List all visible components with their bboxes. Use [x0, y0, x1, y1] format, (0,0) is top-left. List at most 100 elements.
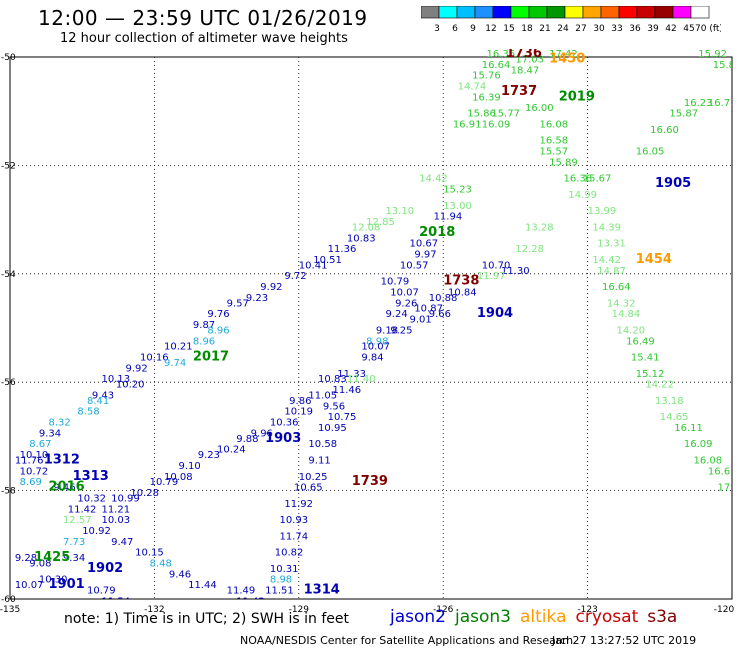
- wave-height-value: 9.18: [376, 325, 398, 336]
- wave-height-value: 14.20: [616, 325, 645, 336]
- wave-height-value: 10.75: [328, 412, 357, 423]
- wave-height-value: 12.08: [352, 222, 381, 233]
- wave-height-value: 16.09: [482, 119, 511, 130]
- x-tick-label: -126: [433, 605, 454, 615]
- wave-height-value: 14.87: [597, 266, 626, 277]
- wave-height-value: 10.79: [87, 586, 116, 597]
- wave-height-value: 14.42: [592, 255, 621, 266]
- pass-number-label: 1901: [49, 577, 85, 592]
- pass-number-label: 2018: [419, 225, 455, 240]
- wave-height-value: 9.92: [126, 363, 148, 374]
- y-tick-label: -52: [1, 161, 16, 171]
- wave-height-value: 14.65: [660, 412, 689, 423]
- wave-height-value: 17.42: [549, 49, 578, 60]
- colorbar-label: 18: [521, 24, 533, 34]
- footnote: note: 1) Time is in UTC; 2) SWH is in fe…: [64, 611, 350, 627]
- wave-height-value: 8.98: [270, 575, 292, 586]
- wave-height-value: 9.87: [193, 320, 215, 331]
- wave-height-value: 16.36: [487, 49, 516, 60]
- wave-height-value: 13.00: [443, 201, 472, 212]
- wave-height-value: 9.34: [63, 553, 85, 564]
- wave-height-value: 10.92: [82, 526, 111, 537]
- wave-height-value: 8.98: [366, 336, 388, 347]
- legend-item-s3a: s3a: [647, 607, 678, 627]
- wave-height-value: 7.73: [63, 537, 85, 548]
- wave-height-value: 10.87: [414, 304, 443, 315]
- colorbar-label: 6: [452, 24, 458, 34]
- wave-height-value: 16.64: [482, 60, 511, 71]
- wave-height-value: 16.36: [564, 174, 593, 185]
- wave-height-value: 14.74: [458, 82, 487, 93]
- wave-height-value: 15.67: [583, 174, 612, 185]
- wave-height-value: 11.21: [101, 504, 130, 515]
- wave-height-value: 10.07: [361, 342, 390, 353]
- wave-height-value: 13.99: [588, 206, 617, 217]
- wave-height-value: 11.54: [101, 596, 130, 607]
- wave-height-value: 16.05: [636, 147, 665, 158]
- wave-height-value: 15.57: [539, 147, 568, 158]
- pass-number-label: 2019: [559, 89, 595, 104]
- wave-height-value: 11.33: [337, 369, 366, 380]
- wave-height-value: 14.84: [612, 309, 641, 320]
- wave-height-value: 9.66: [429, 309, 451, 320]
- wave-height-value: 10.31: [270, 564, 299, 575]
- colorbar-label: 9: [470, 24, 476, 34]
- wave-height-value: 9.96: [251, 428, 273, 439]
- wave-height-value: 18.47: [511, 65, 540, 76]
- wave-height-value: 9.84: [361, 353, 383, 364]
- legend-item-jason3: jason3: [455, 607, 511, 627]
- pass-number-label: 2017: [193, 350, 229, 365]
- wave-height-value: 9.46: [169, 569, 191, 580]
- satellite-legend: jason2 jason3 altika cryosat s3a: [390, 607, 686, 627]
- wave-height-value: 16.11: [674, 423, 703, 434]
- wave-height-value: 10.36: [270, 418, 299, 429]
- wave-height-value: 10.21: [164, 342, 193, 353]
- wave-height-value: 8.58: [77, 407, 99, 418]
- wave-height-value: 10.72: [20, 466, 49, 477]
- wave-height-value: 15.23: [443, 185, 472, 196]
- colorbar-label: 42: [665, 24, 676, 34]
- colorbar-label: 30: [593, 24, 605, 34]
- wave-height-value: 10.70: [482, 260, 511, 271]
- wave-height-value: 16.08: [693, 456, 722, 467]
- wave-height-value: 10.95: [318, 423, 347, 434]
- wave-height-value: 9.24: [385, 309, 407, 320]
- pass-number-label: 2016: [49, 480, 85, 495]
- color-scale-bar: 3 6 9 12 15 18 21 24 27 30 33 36 39 42 45 70 (ft): [421, 6, 721, 34]
- wave-height-value: 16.60: [650, 125, 679, 136]
- pass-number-label: 1454: [636, 252, 672, 267]
- wave-height-value: 13.28: [525, 222, 554, 233]
- wave-height-value: 16.58: [539, 136, 568, 147]
- colorbar-label: 27: [575, 24, 586, 34]
- wave-height-value: 10.57: [400, 260, 429, 271]
- wave-height-value: 16.39: [472, 92, 501, 103]
- pass-number-label: 1905: [655, 176, 691, 191]
- pass-number-label: 1738: [443, 274, 479, 289]
- pass-number-label: 1450: [549, 51, 585, 66]
- wave-height-value: 9.56: [323, 401, 345, 412]
- wave-height-value: 10.10: [20, 450, 49, 461]
- colorbar-label: 45: [683, 24, 694, 34]
- wave-height-value: 16.64: [602, 282, 631, 293]
- pass-number-label: 1739: [352, 474, 388, 489]
- wave-height-value: 14.22: [645, 380, 674, 391]
- wave-height-value: 9.57: [227, 298, 249, 309]
- wave-height-value: 9.08: [29, 558, 51, 569]
- wave-height-value: 9.23: [198, 450, 220, 461]
- x-tick-label: -135: [0, 605, 20, 615]
- credit-line: NOAA/NESDIS Center for Satellite Applica…: [240, 634, 574, 647]
- pass-number-label: 1902: [87, 561, 123, 576]
- wave-height-value: 11.40: [347, 374, 376, 385]
- wave-height-value: 11.44: [188, 580, 217, 591]
- wave-height-value: 9.92: [260, 282, 282, 293]
- wave-height-value: 10.30: [39, 575, 68, 586]
- wave-height-value: 11.30: [501, 266, 530, 277]
- colorbar-label: 12: [485, 24, 496, 34]
- colorbar-label: 15: [503, 24, 514, 34]
- wave-height-value: 10.51: [313, 255, 342, 266]
- wave-height-value: 10.08: [164, 472, 193, 483]
- wave-height-value: 9.72: [284, 271, 306, 282]
- wave-height-value: 16.08: [539, 119, 568, 130]
